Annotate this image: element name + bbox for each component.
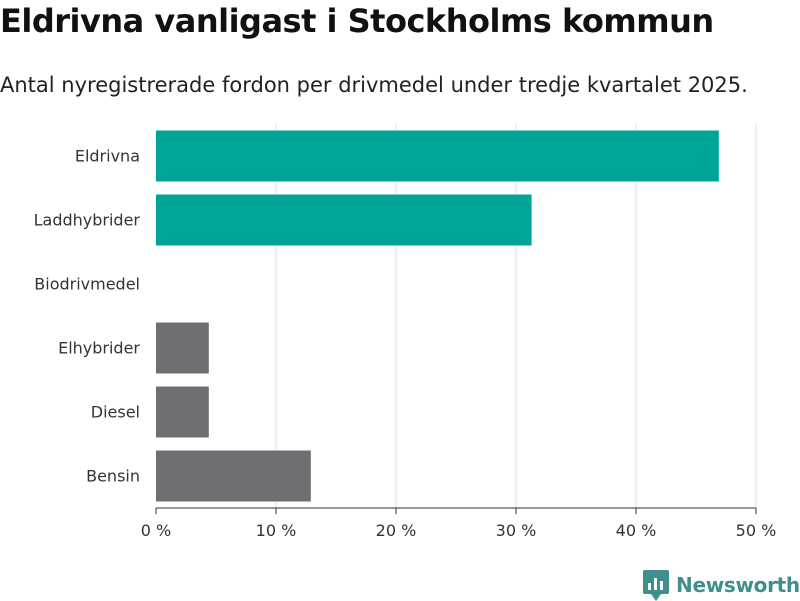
newsworthy-logo: Newsworthy: [643, 569, 800, 601]
category-label: Biodrivmedel: [34, 275, 140, 294]
bar-eldrivna: [156, 130, 719, 182]
category-label: Laddhybrider: [34, 211, 141, 230]
newsworthy-logo-icon: [643, 569, 669, 601]
bar-diesel: [156, 386, 209, 438]
chart-subtitle: Antal nyregistrerade fordon per drivmede…: [0, 73, 748, 97]
x-tick-label: 0 %: [141, 521, 171, 540]
category-label: Bensin: [86, 467, 140, 486]
x-tick-label: 40 %: [616, 521, 657, 540]
brand-name: Newsworthy: [676, 573, 800, 597]
x-tick-label: 50 %: [736, 521, 777, 540]
category-label: Diesel: [91, 403, 140, 422]
x-tick-label: 30 %: [496, 521, 537, 540]
x-tick-label: 20 %: [376, 521, 417, 540]
category-label: Elhybrider: [58, 339, 140, 358]
x-tick-label: 10 %: [256, 521, 297, 540]
category-label: Eldrivna: [75, 147, 140, 166]
bar-laddhybrider: [156, 194, 532, 246]
bar-bensin: [156, 450, 311, 502]
bar-elhybrider: [156, 322, 209, 374]
chart-title: Eldrivna vanligast i Stockholms kommun: [0, 2, 714, 40]
